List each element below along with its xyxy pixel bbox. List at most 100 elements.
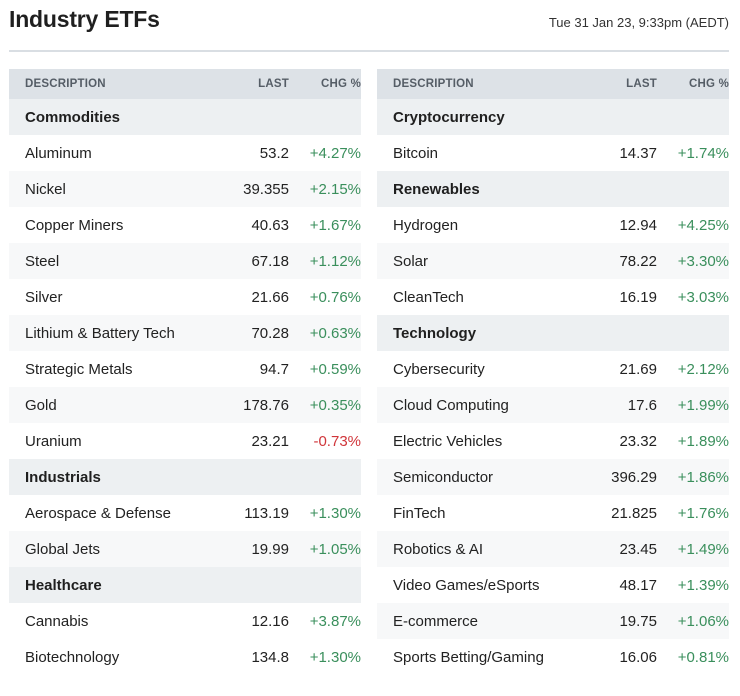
etf-name[interactable]: Hydrogen (393, 216, 459, 234)
etf-name[interactable]: Robotics & AI (393, 540, 484, 558)
column-header-chg[interactable]: CHG % (689, 78, 729, 90)
table-row[interactable]: Semiconductor 396.29 +1.86% (377, 459, 729, 495)
column-header-last[interactable]: LAST (258, 78, 289, 90)
change-percent: +1.12% (309, 252, 361, 270)
table-row[interactable]: Electric Vehicles 23.32 +1.89% (377, 423, 729, 459)
table-row[interactable]: Gold 178.76 +0.35% (9, 387, 361, 423)
section-label: Commodities (25, 108, 121, 126)
change-percent: +3.03% (677, 288, 729, 306)
change-percent: +1.67% (309, 216, 361, 234)
etf-name[interactable]: Video Games/eSports (393, 576, 540, 594)
last-price: 396.29 (611, 468, 657, 486)
last-price: 12.94 (619, 216, 657, 234)
section-label: Cryptocurrency (393, 108, 505, 126)
etf-name[interactable]: Global Jets (25, 540, 101, 558)
table-row[interactable]: Sports Betting/Gaming 16.06 +0.81% (377, 639, 729, 675)
column-header-last[interactable]: LAST (626, 78, 657, 90)
last-price: 94.7 (259, 360, 289, 378)
table-row[interactable]: Cloud Computing 17.6 +1.99% (377, 387, 729, 423)
etf-name[interactable]: Sports Betting/Gaming (393, 648, 544, 666)
table-header: DESCRIPTION LAST CHG % (9, 69, 361, 99)
last-price: 19.99 (251, 540, 289, 558)
last-price: 53.2 (259, 144, 289, 162)
last-price: 21.66 (251, 288, 289, 306)
column-header-description[interactable]: DESCRIPTION (25, 78, 106, 90)
table-row[interactable]: Silver 21.66 +0.76% (9, 279, 361, 315)
page-title: Industry ETFs (9, 6, 160, 32)
change-percent: +1.76% (677, 504, 729, 522)
last-price: 113.19 (244, 504, 289, 522)
table-row[interactable]: FinTech 21.825 +1.76% (377, 495, 729, 531)
section-header: Industrials (9, 459, 361, 495)
column-header-chg[interactable]: CHG % (321, 78, 361, 90)
etf-name[interactable]: Copper Miners (25, 216, 124, 234)
last-price: 21.825 (611, 504, 657, 522)
change-percent: +2.15% (309, 180, 361, 198)
etf-name[interactable]: FinTech (393, 504, 446, 522)
change-percent: +1.99% (677, 396, 729, 414)
etf-name[interactable]: Nickel (25, 180, 66, 198)
last-price: 17.6 (627, 396, 657, 414)
table-row[interactable]: Global Jets 19.99 +1.05% (9, 531, 361, 567)
change-percent: +0.76% (309, 288, 361, 306)
etf-name[interactable]: CleanTech (393, 288, 464, 306)
section-label: Renewables (393, 180, 480, 198)
table-row[interactable]: Aluminum 53.2 +4.27% (9, 135, 361, 171)
etf-name[interactable]: Lithium & Battery Tech (25, 324, 175, 342)
etf-name[interactable]: E-commerce (393, 612, 479, 630)
etf-name[interactable]: Aluminum (25, 144, 92, 162)
table-row[interactable]: Aerospace & Defense 113.19 +1.30% (9, 495, 361, 531)
change-percent: +1.30% (309, 648, 361, 666)
etf-name[interactable]: Semiconductor (393, 468, 494, 486)
etf-name[interactable]: Biotechnology (25, 648, 120, 666)
last-price: 14.37 (619, 144, 657, 162)
last-price: 16.19 (619, 288, 657, 306)
etf-name[interactable]: Cybersecurity (393, 360, 485, 378)
change-percent: +1.49% (677, 540, 729, 558)
change-percent: +1.86% (677, 468, 729, 486)
table-row[interactable]: Hydrogen 12.94 +4.25% (377, 207, 729, 243)
table-header: DESCRIPTION LAST CHG % (377, 69, 729, 99)
etf-name[interactable]: Uranium (25, 432, 82, 450)
table-row[interactable]: Strategic Metals 94.7 +0.59% (9, 351, 361, 387)
last-price: 40.63 (251, 216, 289, 234)
etf-name[interactable]: Cannabis (25, 612, 89, 630)
table-row[interactable]: Copper Miners 40.63 +1.67% (9, 207, 361, 243)
change-percent: +3.87% (309, 612, 361, 630)
table-row[interactable]: Video Games/eSports 48.17 +1.39% (377, 567, 729, 603)
table-row[interactable]: Cybersecurity 21.69 +2.12% (377, 351, 729, 387)
last-price: 39.355 (243, 180, 289, 198)
section-label: Industrials (25, 468, 101, 486)
change-percent: +1.89% (677, 432, 729, 450)
change-percent: +4.25% (677, 216, 729, 234)
table-row[interactable]: Robotics & AI 23.45 +1.49% (377, 531, 729, 567)
table-row[interactable]: Steel 67.18 +1.12% (9, 243, 361, 279)
last-price: 12.16 (251, 612, 289, 630)
etf-name[interactable]: Silver (25, 288, 63, 306)
etf-name[interactable]: Steel (25, 252, 60, 270)
etf-name[interactable]: Solar (393, 252, 429, 270)
section-header: Healthcare (9, 567, 361, 603)
table-row[interactable]: E-commerce 19.75 +1.06% (377, 603, 729, 639)
section-header: Technology (377, 315, 729, 351)
etf-name[interactable]: Bitcoin (393, 144, 439, 162)
table-row[interactable]: Uranium 23.21 -0.73% (9, 423, 361, 459)
table-row[interactable]: Nickel 39.355 +2.15% (9, 171, 361, 207)
table-row[interactable]: Bitcoin 14.37 +1.74% (377, 135, 729, 171)
table-row[interactable]: Lithium & Battery Tech 70.28 +0.63% (9, 315, 361, 351)
etf-name[interactable]: Strategic Metals (25, 360, 133, 378)
table-row[interactable]: Solar 78.22 +3.30% (377, 243, 729, 279)
etf-name[interactable]: Cloud Computing (393, 396, 509, 414)
table-row[interactable]: Biotechnology 134.8 +1.30% (9, 639, 361, 675)
last-price: 70.28 (251, 324, 289, 342)
table-row[interactable]: CleanTech 16.19 +3.03% (377, 279, 729, 315)
etf-name[interactable]: Electric Vehicles (393, 432, 503, 450)
last-price: 67.18 (251, 252, 289, 270)
etf-name[interactable]: Gold (25, 396, 57, 414)
change-percent: +2.12% (677, 360, 729, 378)
etf-name[interactable]: Aerospace & Defense (25, 504, 171, 522)
table-row[interactable]: Cannabis 12.16 +3.87% (9, 603, 361, 639)
column-header-description[interactable]: DESCRIPTION (393, 78, 474, 90)
change-percent: +3.30% (677, 252, 729, 270)
change-percent: +1.30% (309, 504, 361, 522)
